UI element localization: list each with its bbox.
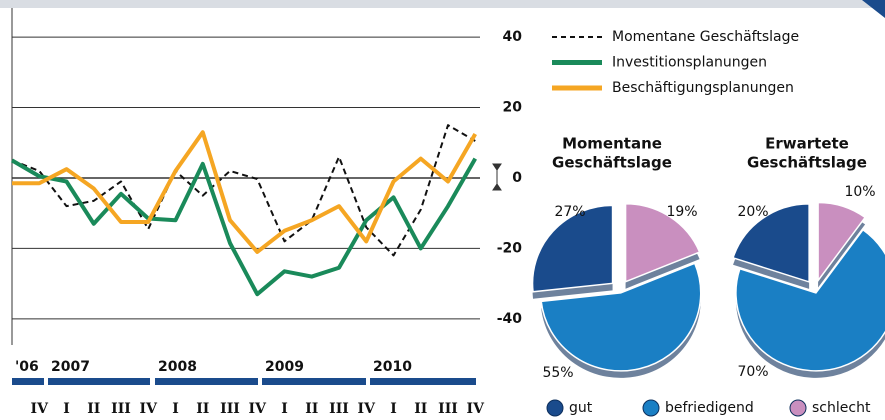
- x-tick-label: I: [281, 401, 288, 417]
- pie-title: Momentane: [562, 135, 662, 153]
- pie-title: Geschäftslage: [747, 154, 867, 172]
- pie-value-label: 10%: [844, 184, 875, 200]
- x-tick-label: I: [172, 401, 179, 417]
- pie-slice: [735, 228, 885, 372]
- y-tick-label: 0: [512, 170, 522, 186]
- year-bar: [48, 378, 150, 385]
- corner: [862, 0, 885, 18]
- year-label: 2009: [265, 359, 304, 375]
- top-band: [0, 0, 885, 8]
- pie-slice: [817, 201, 867, 283]
- pie-slice: [624, 202, 701, 283]
- pie-title: Geschäftslage: [552, 154, 672, 172]
- x-tick-label: III: [220, 401, 240, 417]
- legend-label: gut: [569, 400, 593, 416]
- pie: [531, 202, 702, 378]
- year-bar: [155, 378, 258, 385]
- pie-slice: [732, 203, 810, 283]
- x-tick-label: III: [438, 401, 458, 417]
- x-tick-label: II: [196, 401, 209, 417]
- pie-value-label: 27%: [554, 204, 585, 220]
- legend-swatch: [546, 399, 564, 417]
- year-label: 2010: [373, 359, 412, 375]
- year-label: 2008: [158, 359, 197, 375]
- x-tick-label: IV: [31, 401, 50, 417]
- x-tick-label: I: [63, 401, 70, 417]
- line-series: [12, 130, 477, 254]
- pie-title: Erwartete: [765, 135, 849, 153]
- y-tick-label: -20: [497, 240, 523, 256]
- year-label: 2007: [51, 359, 90, 375]
- y-tick-label: 40: [503, 29, 523, 45]
- pie-value-label: 20%: [737, 204, 768, 220]
- pie-slice: [540, 262, 702, 372]
- pie-value-label: 70%: [737, 364, 768, 380]
- x-tick-label: I: [390, 401, 397, 417]
- x-tick-label: IV: [467, 401, 486, 417]
- year-bar: [370, 378, 476, 385]
- x-tick-label: II: [305, 401, 318, 417]
- legend-swatch: [789, 399, 807, 417]
- x-tick-label: III: [111, 401, 131, 417]
- x-tick-label: II: [414, 401, 427, 417]
- y-tick-label: -40: [497, 311, 523, 327]
- line-series: [10, 157, 477, 297]
- legend-label: Momentane Geschäftslage: [612, 29, 799, 45]
- x-tick-label: II: [87, 401, 100, 417]
- year-bar: [262, 378, 366, 385]
- legend-label: befriedigend: [665, 400, 754, 416]
- pie-value-label: 19%: [666, 204, 697, 220]
- legend-swatch: [642, 399, 660, 417]
- year-label: '06: [15, 359, 39, 375]
- x-tick-label: IV: [140, 401, 159, 417]
- year-bar: [12, 378, 44, 385]
- x-tick-label: IV: [358, 401, 377, 417]
- x-tick-label: IV: [249, 401, 268, 417]
- legend-label: Beschäftigungsplanungen: [612, 80, 794, 96]
- legend-label: schlecht: [812, 400, 871, 416]
- zero-arrow: [492, 163, 502, 191]
- pie-slice: [531, 204, 614, 293]
- pie-value-label: 55%: [542, 365, 573, 381]
- line-series: [11, 124, 476, 257]
- pie: [732, 201, 885, 378]
- y-tick-label: 20: [503, 100, 523, 116]
- legend-label: Investitionsplanungen: [612, 55, 767, 71]
- x-tick-label: III: [329, 401, 349, 417]
